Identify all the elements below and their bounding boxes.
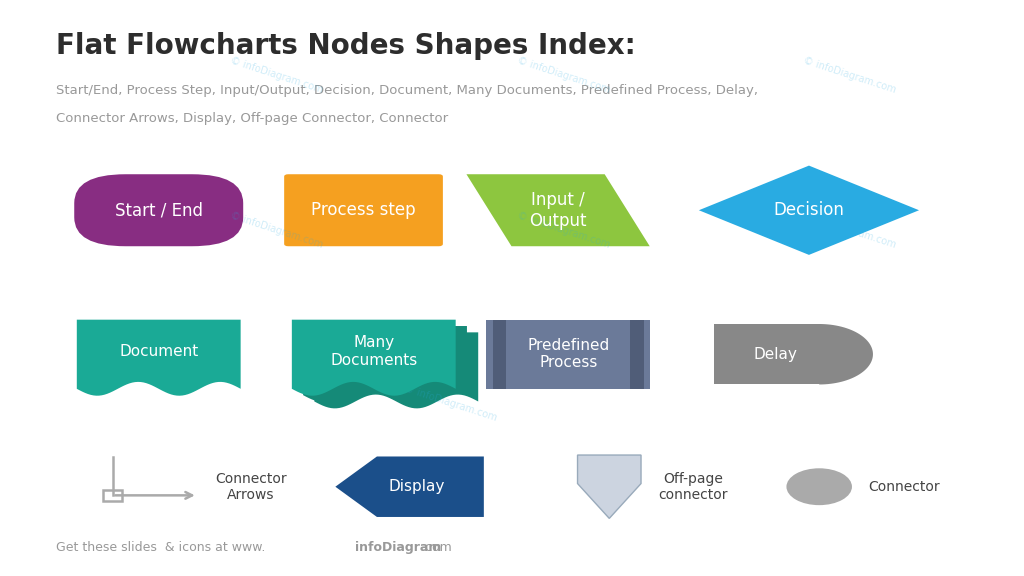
Bar (494, 320, 507, 389)
FancyBboxPatch shape (284, 175, 442, 247)
Polygon shape (698, 166, 920, 255)
Text: Many
Documents: Many Documents (330, 335, 418, 367)
Text: Start/End, Process Step, Input/Output, Decision, Document, Many Documents, Prede: Start/End, Process Step, Input/Output, D… (56, 84, 759, 97)
Text: Connector Arrows, Display, Off-page Connector, Connector: Connector Arrows, Display, Off-page Conn… (56, 112, 449, 126)
Polygon shape (336, 456, 484, 517)
Text: © infoDiagram.com: © infoDiagram.com (229, 55, 324, 94)
Text: Get these slides  & icons at www.: Get these slides & icons at www. (56, 541, 265, 554)
Text: Document: Document (119, 344, 199, 359)
Bar (715, 324, 821, 385)
Text: Start / End: Start / End (115, 201, 203, 219)
Text: © infoDiagram.com: © infoDiagram.com (229, 211, 324, 250)
Circle shape (786, 468, 852, 505)
FancyBboxPatch shape (74, 175, 244, 247)
Text: Flat Flowcharts Nodes Shapes Index:: Flat Flowcharts Nodes Shapes Index: (56, 32, 636, 60)
Polygon shape (77, 320, 241, 396)
Bar (631, 320, 644, 389)
Text: .com: .com (422, 541, 453, 554)
Polygon shape (578, 455, 641, 518)
Polygon shape (303, 326, 467, 402)
Polygon shape (467, 175, 650, 247)
Text: © infoDiagram.com: © infoDiagram.com (803, 211, 897, 250)
Text: © infoDiagram.com: © infoDiagram.com (803, 55, 897, 94)
Text: © infoDiagram.com: © infoDiagram.com (403, 384, 498, 423)
Text: Input /
Output: Input / Output (529, 191, 587, 230)
Text: © infoDiagram.com: © infoDiagram.com (516, 211, 610, 250)
Text: Process step: Process step (311, 201, 416, 219)
Text: Display: Display (389, 479, 445, 494)
Text: Delay: Delay (754, 347, 798, 362)
Polygon shape (819, 324, 872, 385)
Text: infoDiagram: infoDiagram (355, 541, 441, 554)
Text: Connector: Connector (868, 480, 940, 494)
Text: Connector
Arrows: Connector Arrows (215, 472, 287, 502)
Text: Off-page
connector: Off-page connector (658, 472, 728, 502)
Bar (103, 490, 122, 501)
Polygon shape (314, 332, 478, 408)
Polygon shape (292, 320, 456, 396)
Text: Predefined
Process: Predefined Process (527, 338, 609, 370)
Bar (486, 320, 650, 389)
Text: Decision: Decision (773, 201, 845, 219)
Text: © infoDiagram.com: © infoDiagram.com (516, 55, 610, 94)
